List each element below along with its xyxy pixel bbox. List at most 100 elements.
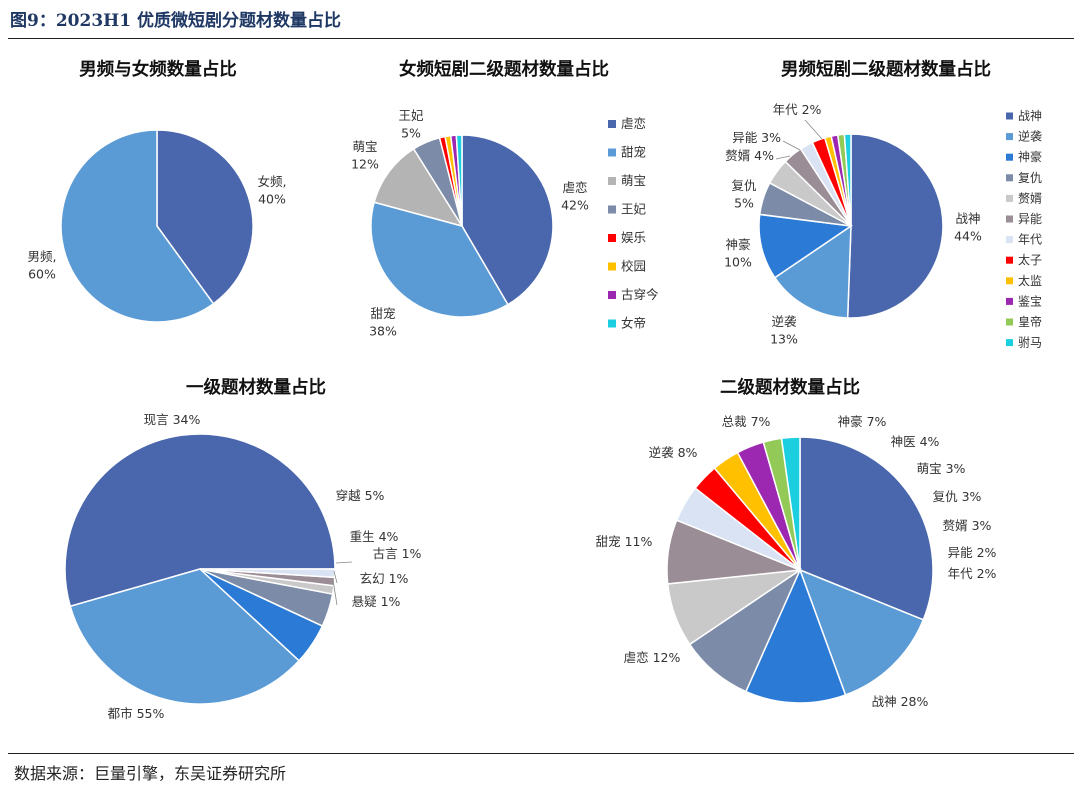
legend-swatch	[1006, 153, 1013, 161]
legend-swatch	[1006, 194, 1013, 202]
pie-slice	[64, 433, 336, 608]
legend-item: 太子	[1018, 252, 1042, 267]
legend-item: 太监	[1018, 273, 1042, 288]
pie-slice	[373, 147, 464, 228]
top-rule	[8, 38, 1074, 39]
legend-item: 逆袭	[1018, 129, 1042, 144]
data-label: 萌宝 12%	[351, 139, 379, 172]
leader-line	[782, 140, 801, 151]
legend-swatch	[608, 291, 616, 299]
legend-swatch	[1006, 277, 1013, 285]
data-label: 赘婿 3%	[943, 518, 992, 533]
pie-chart-5: 战神 28% 虐恋 12% 甜宠 11% 逆袭 8% 总裁 7% 神豪 7% 神医 4% 萌宝…	[596, 414, 997, 709]
data-label: 神医 4%	[891, 434, 940, 449]
legend-swatch	[1006, 236, 1013, 244]
legend-item: 赘婿	[1018, 190, 1042, 205]
legend-swatch	[608, 319, 616, 328]
data-label: 悬疑 1%	[352, 594, 401, 609]
data-label: 逆袭 13%	[770, 314, 798, 347]
leader-line	[804, 119, 823, 140]
data-label: 总裁 7%	[722, 414, 771, 429]
data-label: 都市 55%	[108, 706, 165, 721]
pie-chart-3: 战神 44% 逆袭 13% 神豪 10% 复仇 5% 赘婿 4% 异能 3% 年代 2% 战神逆袭神豪…	[724, 102, 1042, 350]
legend-swatch	[1006, 339, 1013, 347]
data-label: 虐恋 12%	[624, 650, 681, 665]
pie-slice	[843, 133, 852, 227]
bottom-rule	[8, 753, 1074, 754]
legend-swatch	[1006, 256, 1013, 264]
pie-slice	[758, 213, 854, 279]
pie-slice	[798, 568, 925, 696]
legend-swatch	[608, 234, 616, 242]
data-label: 萌宝 3%	[917, 461, 966, 476]
data-label: 异能 3%	[732, 130, 781, 145]
data-label: 王妃 5%	[398, 108, 424, 141]
leader-line	[333, 570, 338, 584]
legend-item: 皇帝	[1018, 314, 1042, 329]
legend-swatch	[1006, 133, 1013, 141]
legend-swatch	[1006, 297, 1013, 305]
data-label: 重生 4%	[350, 529, 399, 544]
legend-swatch	[608, 177, 616, 185]
legend-swatch	[608, 205, 616, 214]
pie-slice	[773, 224, 852, 319]
data-label: 女频, 40%	[258, 174, 287, 207]
legend-item: 鉴宝	[1018, 294, 1042, 308]
legend-item: 甜宠	[621, 145, 646, 160]
data-label: 甜宠 11%	[596, 534, 653, 549]
chart-title-gender-split: 男频与女频数量占比	[79, 60, 237, 80]
pie-slice	[370, 201, 509, 318]
data-label: 玄幻 1%	[360, 571, 409, 586]
legend-item: 战神	[1018, 109, 1042, 123]
data-label: 现言 34%	[144, 412, 201, 427]
data-label: 年代 2%	[773, 102, 822, 117]
data-label: 神豪 10%	[724, 237, 752, 270]
legend-item: 年代	[1018, 233, 1042, 247]
pie-slice	[780, 436, 801, 571]
legend-swatch	[1006, 174, 1013, 182]
leader-line	[335, 561, 353, 564]
pie-slice	[461, 134, 554, 306]
data-label: 年代 2%	[948, 566, 997, 581]
legend-item: 神豪	[1018, 149, 1042, 164]
legend-item: 娱乐	[621, 230, 646, 245]
legend-item: 古穿今	[621, 287, 659, 302]
legend-swatch	[608, 262, 616, 271]
chart-title-female-subgenres: 女频短剧二级题材数量占比	[399, 60, 609, 80]
data-label: 神豪 7%	[838, 414, 887, 429]
pie-chart-1: 女频, 40% 男频, 60%	[28, 129, 287, 323]
legend-item: 校园	[621, 259, 646, 274]
chart-title-male-subgenres: 男频短剧二级题材数量占比	[781, 60, 991, 80]
chart-title-secondary-genres: 二级题材数量占比	[720, 378, 860, 398]
data-label: 古言 1%	[373, 546, 422, 561]
legend-item: 复仇	[1018, 171, 1042, 185]
pie-slice	[60, 129, 215, 323]
leader-line	[775, 155, 791, 160]
data-label: 逆袭 8%	[649, 445, 698, 460]
legend-swatch	[1006, 112, 1013, 120]
legend-swatch	[1006, 318, 1013, 326]
legend-swatch	[608, 120, 616, 128]
chart-title-primary-genres: 一级题材数量占比	[186, 378, 326, 398]
data-label: 男频, 60%	[28, 249, 57, 282]
pie-slice	[744, 567, 847, 704]
legend-item: 驸马	[1018, 335, 1042, 350]
pie-slice	[69, 568, 301, 705]
data-label: 异能 2%	[948, 545, 997, 560]
data-label: 穿越 5%	[336, 488, 385, 503]
pie-slice	[156, 129, 254, 305]
source-note: 数据来源：巨量引擎，东吴证券研究所	[14, 764, 287, 783]
data-label: 战神 28%	[872, 694, 929, 709]
figure-title: 图9：2023H1 优质微短剧分题材数量占比	[10, 11, 341, 31]
pie-chart-4: 都市 55% 现言 34% 穿越 5% 重生 4% 古言 1% 玄幻 1% 悬疑 1%	[64, 412, 422, 721]
legend-item: 异能	[1018, 212, 1042, 226]
legend-item: 萌宝	[621, 173, 646, 188]
data-label: 甜宠 38%	[369, 306, 397, 339]
pie-slice	[799, 436, 934, 621]
data-label: 赘婿 4%	[725, 148, 774, 163]
data-label: 虐恋 42%	[561, 180, 589, 213]
